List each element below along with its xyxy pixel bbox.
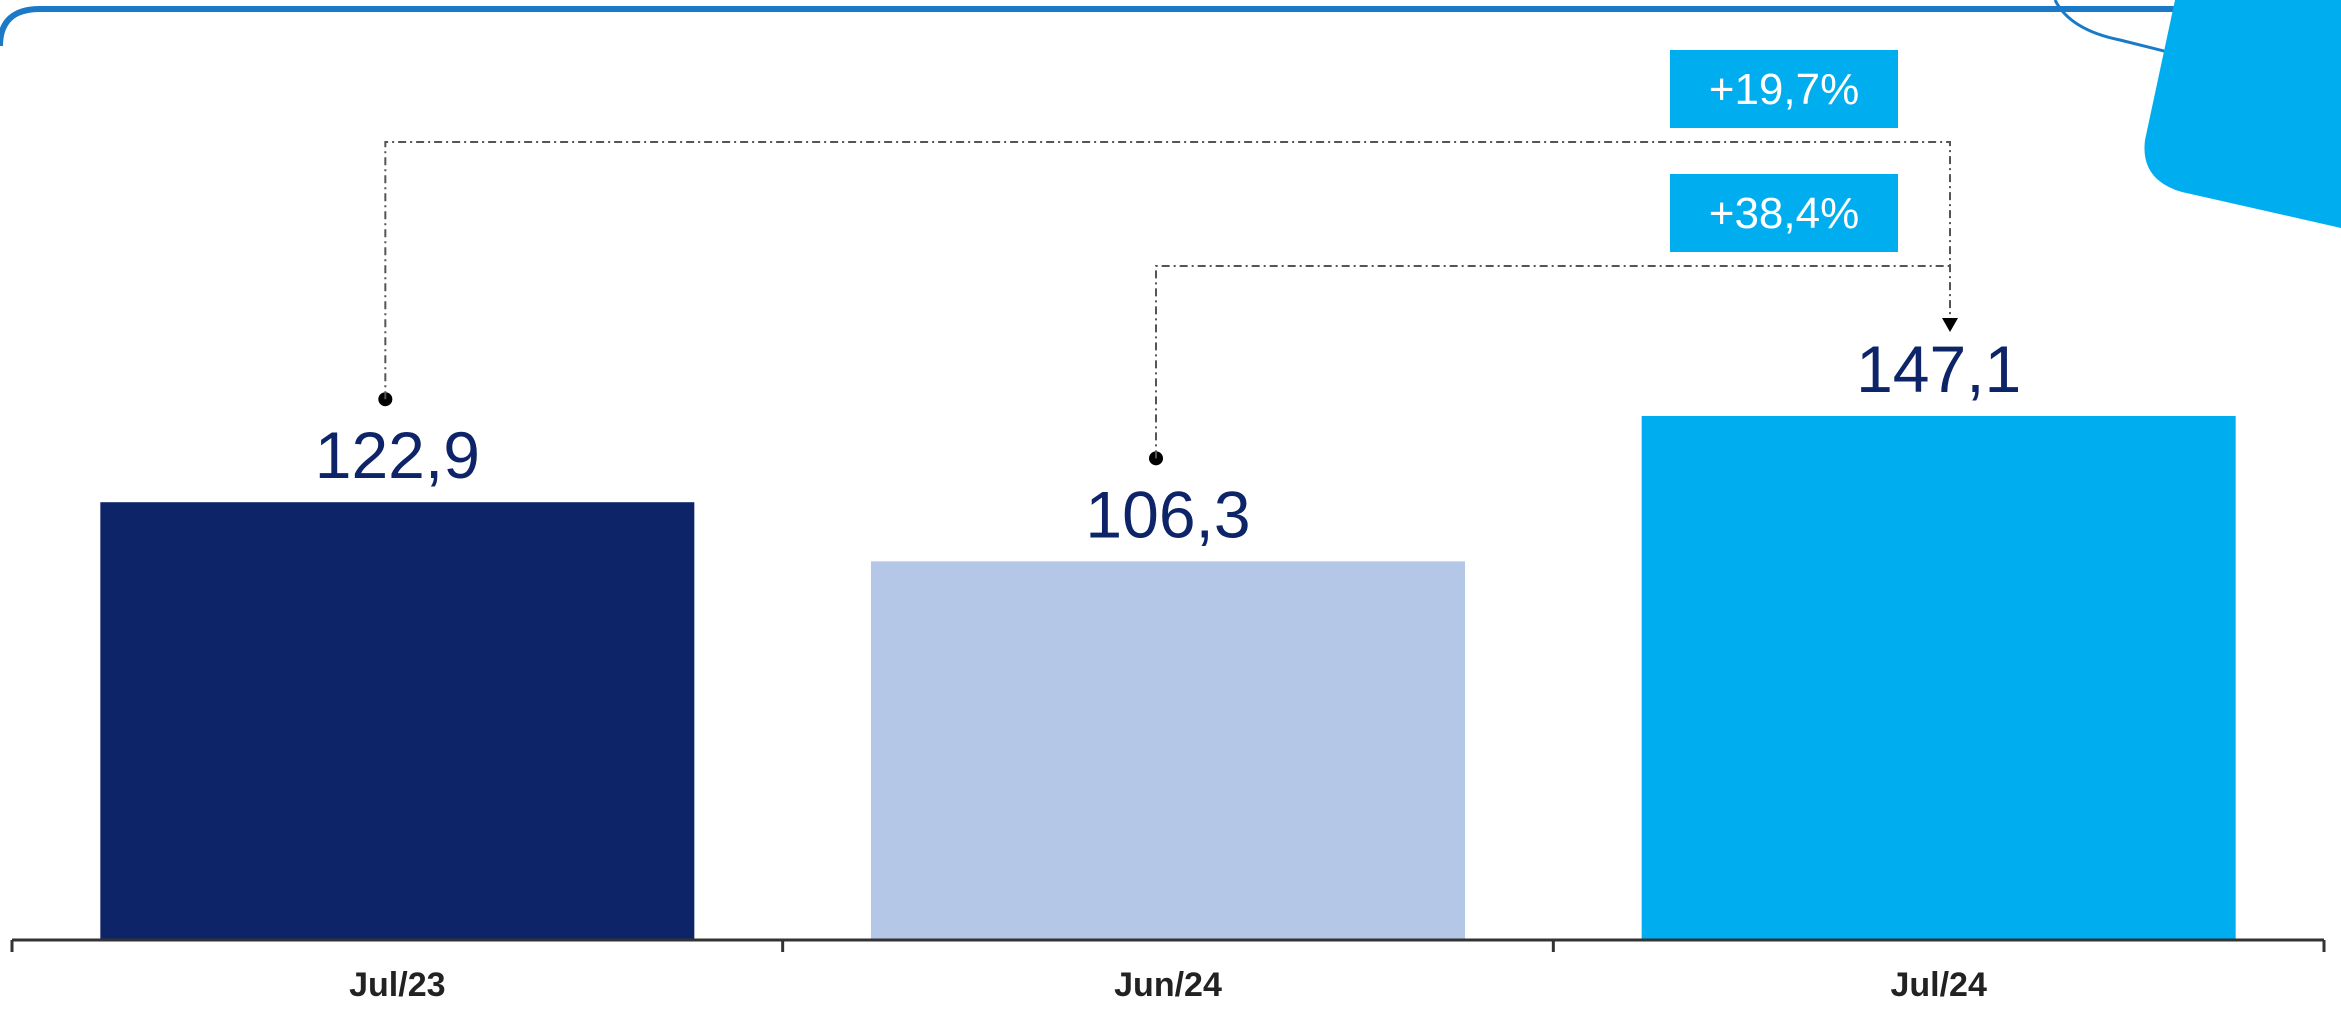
x-axis-tick-labels: Jul/23 Jun/24 Jul/24 [349, 966, 1987, 1004]
x-axis-ticks [10, 940, 2326, 952]
comparison-badge-label: +19,7% [1709, 65, 1859, 114]
value-labels-group: 122,9 106,3 147,1 [315, 332, 2022, 551]
x-tick-label: Jul/23 [349, 966, 445, 1004]
frame-corner-arc [2053, 0, 2201, 62]
connector-line [1155, 265, 1950, 459]
comparison-badge [1670, 50, 1898, 128]
comparison-badge-label: +38,4% [1709, 189, 1859, 238]
comparison-badges: +19,7% +38,4% [1670, 50, 1898, 252]
connector-line [384, 141, 1951, 400]
value-label: 106,3 [1085, 477, 1250, 551]
comparison-connectors [378, 141, 1958, 466]
x-tick-label: Jun/24 [1114, 966, 1222, 1004]
value-label: 147,1 [1856, 332, 2021, 406]
connector-arrow-icon [1942, 318, 1958, 332]
bar-jul-24 [1641, 416, 2236, 940]
value-label: 122,9 [315, 418, 480, 492]
corner-decoration-shape [2144, 0, 2341, 228]
bar-jun-24 [871, 561, 1465, 940]
bars-group [100, 416, 2236, 940]
comparison-badge [1670, 174, 1898, 252]
bar-jul-23 [100, 502, 695, 940]
frame-border [0, 6, 2200, 47]
x-tick-label: Jul/24 [1890, 966, 1986, 1004]
